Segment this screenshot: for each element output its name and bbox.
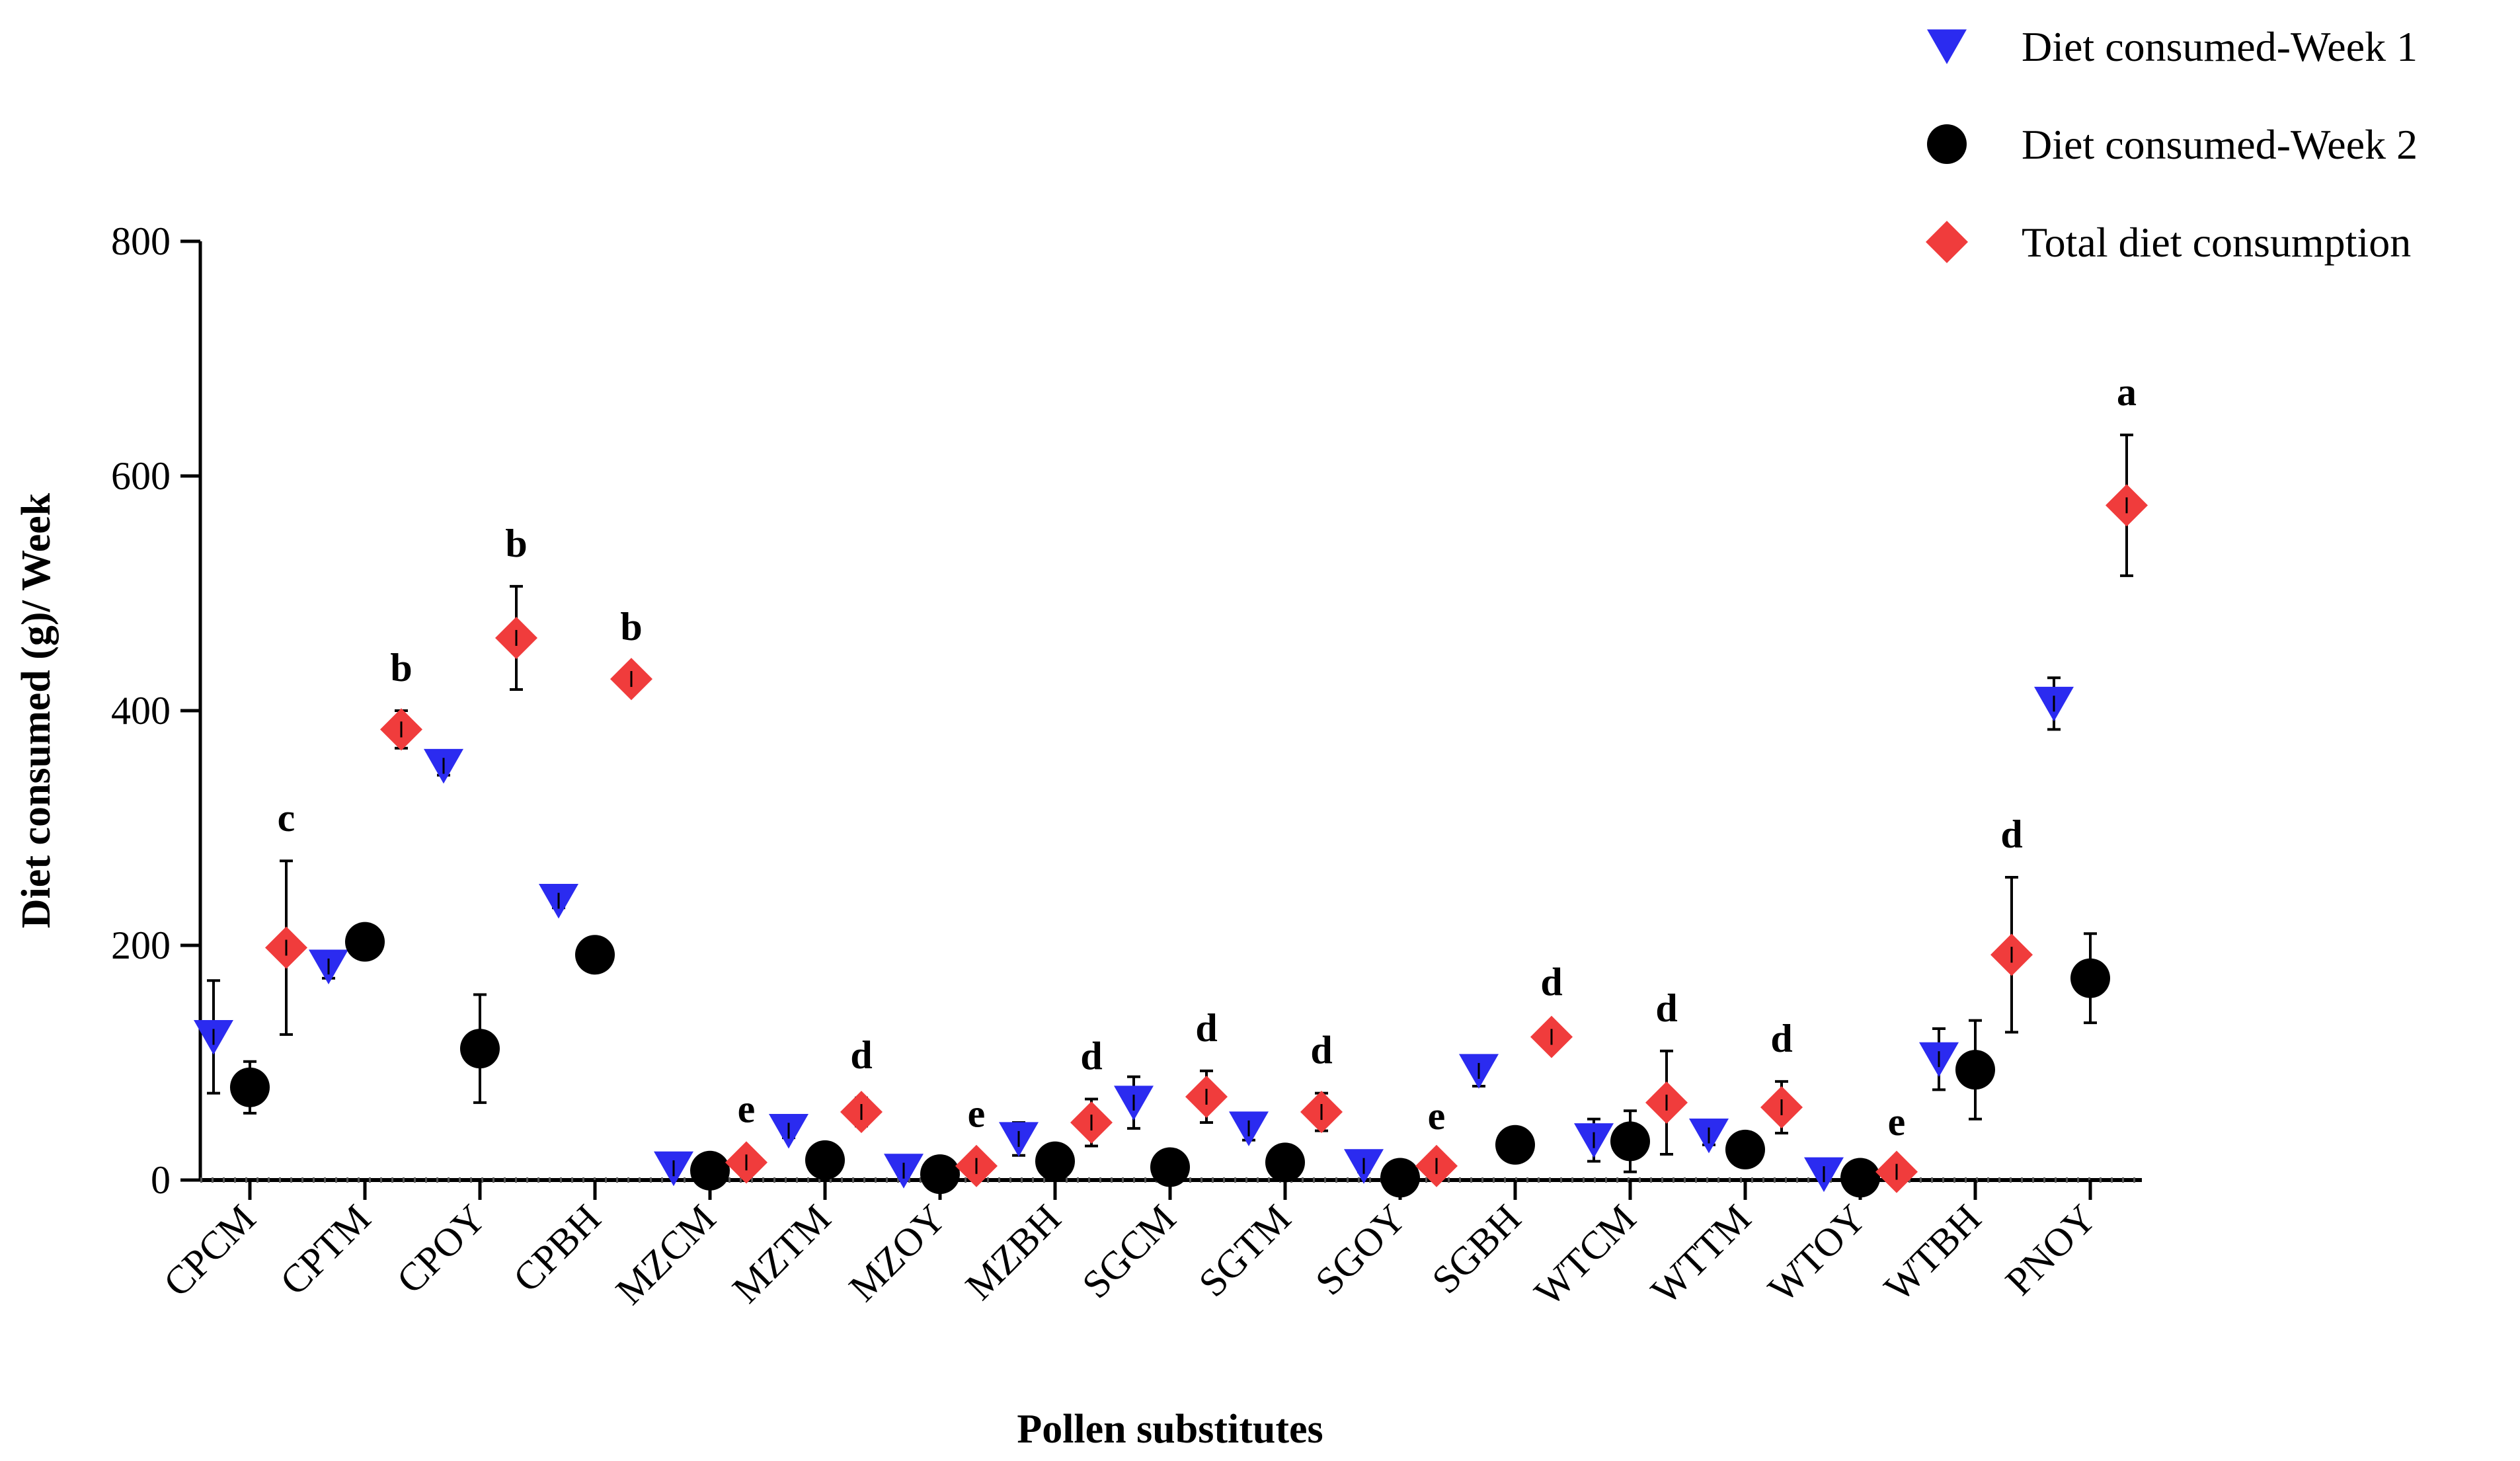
- significance-letter: d: [1310, 1029, 1332, 1072]
- significance-letter: d: [2000, 812, 2022, 856]
- x-tick-label: WTCM: [1526, 1197, 1645, 1315]
- data-marks: c b b b e d e d d d e d d d e d a: [194, 370, 2148, 1198]
- y-axis-label: Diet consumed (g)/ Week: [14, 493, 59, 928]
- significance-letter: e: [1888, 1100, 1906, 1144]
- x-tick-label: WTBH: [1876, 1197, 1990, 1310]
- legend-marker: [1926, 221, 1968, 263]
- significance-letter: d: [1195, 1006, 1217, 1050]
- x-tick-label: CPBH: [505, 1197, 610, 1301]
- y-tick-label: 800: [111, 219, 171, 263]
- x-tick-label: SGCM: [1074, 1197, 1184, 1307]
- data-point: [1150, 1147, 1190, 1187]
- data-point: [690, 1150, 730, 1191]
- significance-letter: d: [1770, 1017, 1792, 1060]
- x-tick-label: MZCM: [608, 1197, 724, 1313]
- data-point: [1265, 1142, 1305, 1183]
- significance-letter: e: [738, 1087, 756, 1130]
- legend-label: Diet consumed-Week 2: [2022, 121, 2418, 168]
- data-point: [805, 1140, 845, 1180]
- data-point: [575, 935, 615, 975]
- data-point: [1380, 1158, 1420, 1198]
- data-point: [1725, 1129, 1765, 1169]
- significance-letter: b: [620, 605, 642, 649]
- significance-letter: b: [505, 522, 527, 565]
- x-tick-label: MZBH: [957, 1197, 1069, 1308]
- y-tick-label: 0: [151, 1158, 171, 1202]
- x-axis-label: Pollen substitutes: [1017, 1407, 1323, 1452]
- x-tick-label: CPCM: [155, 1197, 264, 1306]
- y-tick-label: 200: [111, 924, 171, 967]
- legend-marker: [1927, 124, 1967, 164]
- significance-letter: d: [1080, 1035, 1102, 1078]
- significance-letter: b: [390, 646, 412, 690]
- legend-label: Total diet consumption: [2022, 219, 2411, 266]
- x-tick-label: SGOY: [1307, 1197, 1414, 1304]
- x-tick-label: WTOY: [1760, 1197, 1874, 1311]
- x-tick-label: PNOY: [1997, 1197, 2104, 1304]
- x-tick-label: SGBH: [1423, 1197, 1529, 1302]
- x-tick-label: MZTM: [724, 1197, 839, 1312]
- y-tick-label: 600: [111, 454, 171, 498]
- significance-letter: d: [1655, 986, 1677, 1030]
- data-point: [1035, 1141, 1075, 1181]
- significance-letter: e: [1428, 1094, 1446, 1138]
- legend-marker: [1927, 29, 1967, 64]
- legend-label: Diet consumed-Week 1: [2022, 23, 2418, 70]
- x-tick-label: WTTM: [1643, 1197, 1759, 1313]
- significance-letter: c: [278, 796, 295, 840]
- x-tick-label: MZOY: [841, 1197, 955, 1310]
- significance-letter: d: [1540, 961, 1562, 1004]
- x-tick-label: CPOY: [388, 1197, 494, 1302]
- x-tick-label: SGTM: [1191, 1197, 1300, 1306]
- data-point: [345, 922, 385, 962]
- significance-letter: e: [968, 1092, 986, 1136]
- data-point: [1495, 1125, 1535, 1165]
- legend: Diet consumed-Week 1 Diet consumed-Week 2…: [1926, 23, 2418, 266]
- data-point: [1840, 1158, 1880, 1198]
- significance-letter: d: [850, 1033, 872, 1077]
- significance-letter: a: [2117, 370, 2137, 414]
- y-tick-label: 400: [111, 689, 171, 732]
- data-point: [920, 1154, 960, 1195]
- x-tick-label: CPTM: [272, 1197, 379, 1304]
